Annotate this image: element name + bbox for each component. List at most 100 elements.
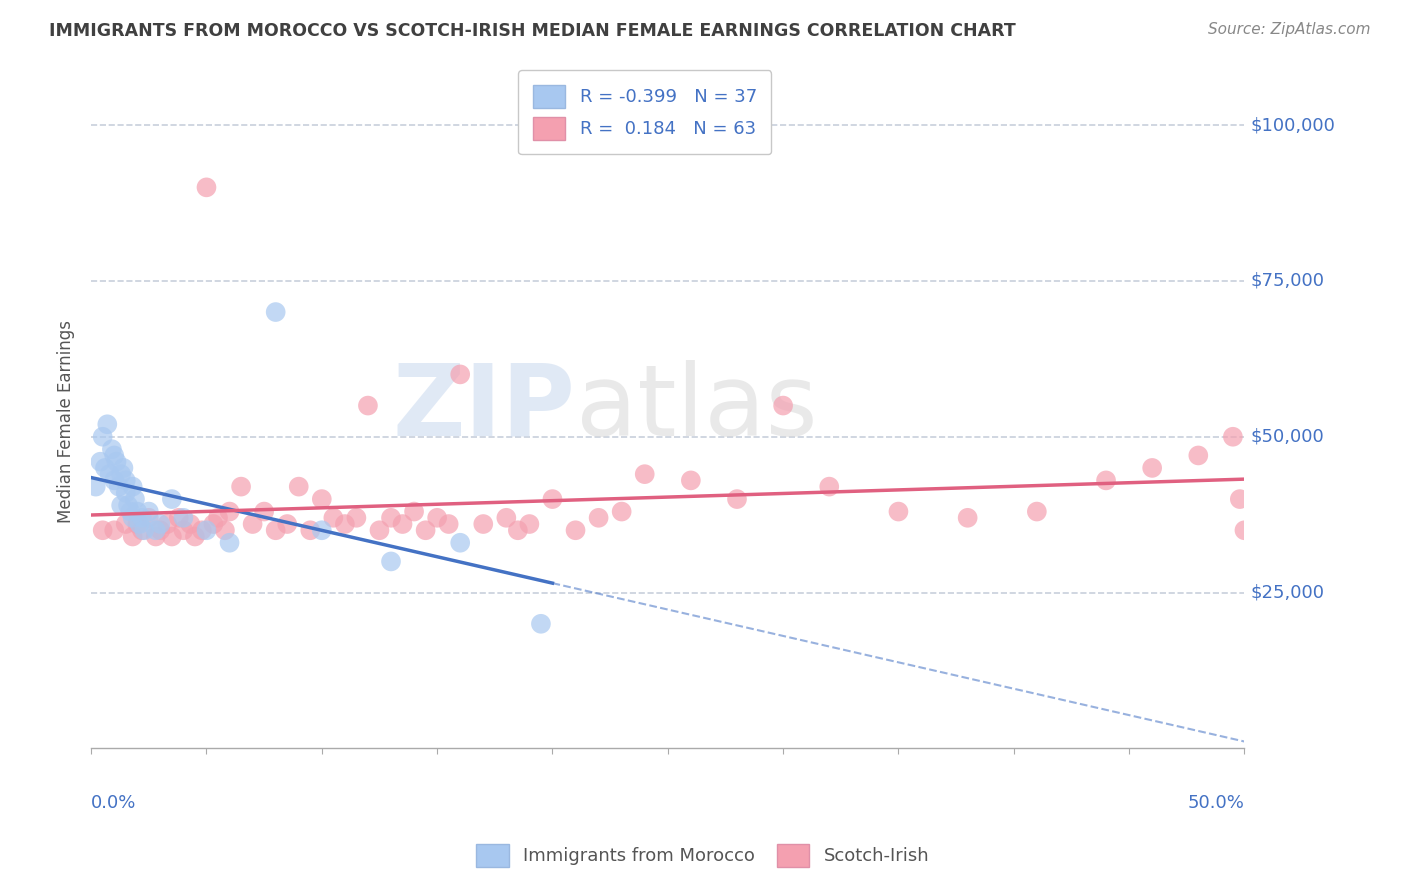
Point [138,504,160,518]
Point [94,461,117,475]
Point [112,461,135,475]
Text: atlas: atlas [575,359,817,457]
Point [437,516,460,531]
Point [588,510,610,524]
Point [134,523,156,537]
Point [105,455,128,469]
Point [89,455,111,469]
Point [131,510,153,524]
Point [541,492,564,507]
Point [121,510,143,524]
Point [108,480,131,494]
Text: ZIP: ZIP [392,359,575,457]
Point [679,474,702,488]
Point [772,399,794,413]
Point [1222,430,1244,444]
Point [121,529,143,543]
Text: Source: ZipAtlas.com: Source: ZipAtlas.com [1208,22,1371,37]
Point [449,535,471,549]
Point [160,529,183,543]
Point [121,480,143,494]
Point [415,523,437,537]
Point [191,523,214,537]
Point [264,523,287,537]
Point [229,480,252,494]
Point [172,510,194,524]
Point [322,510,344,524]
Point [610,504,633,518]
Point [84,480,107,494]
Point [818,480,841,494]
Point [114,486,136,500]
Point [128,516,150,531]
Point [1095,474,1118,488]
Point [145,523,167,537]
Y-axis label: Median Female Earnings: Median Female Earnings [58,319,75,523]
Point [138,510,160,524]
Point [449,368,471,382]
Point [380,554,402,568]
Point [167,510,190,524]
Point [311,492,333,507]
Point [333,516,356,531]
Point [404,504,426,518]
Point [218,504,240,518]
Point [1140,461,1163,475]
Point [127,516,149,531]
Point [103,523,125,537]
Point [207,510,229,524]
Point [264,305,287,319]
Point [195,523,218,537]
Legend: Immigrants from Morocco, Scotch-Irish: Immigrants from Morocco, Scotch-Irish [470,837,936,874]
Text: $75,000: $75,000 [1250,272,1324,290]
Text: $25,000: $25,000 [1250,583,1324,601]
Point [184,529,207,543]
Point [380,510,402,524]
Point [391,516,413,531]
Point [117,499,139,513]
Point [179,516,201,531]
Point [101,442,124,457]
Point [311,523,333,537]
Legend: R = -0.399   N = 37, R =  0.184   N = 63: R = -0.399 N = 37, R = 0.184 N = 63 [519,70,772,154]
Point [195,180,218,194]
Point [202,516,225,531]
Point [114,474,136,488]
Point [145,529,167,543]
Point [120,504,142,518]
Point [564,523,586,537]
Text: $100,000: $100,000 [1250,116,1336,134]
Point [103,474,125,488]
Point [149,523,172,537]
Point [114,516,136,531]
Point [124,492,146,507]
Point [299,523,322,537]
Point [530,616,553,631]
Text: IMMIGRANTS FROM MOROCCO VS SCOTCH-IRISH MEDIAN FEMALE EARNINGS CORRELATION CHART: IMMIGRANTS FROM MOROCCO VS SCOTCH-IRISH … [49,22,1017,40]
Point [1229,492,1251,507]
Point [160,492,183,507]
Point [98,467,121,482]
Point [91,523,114,537]
Point [519,516,541,531]
Point [131,523,153,537]
Point [276,516,298,531]
Text: 50.0%: 50.0% [1188,794,1244,813]
Point [96,417,118,432]
Point [214,523,236,537]
Point [91,430,114,444]
Point [287,480,309,494]
Text: 0.0%: 0.0% [91,794,136,813]
Point [218,535,240,549]
Point [357,399,380,413]
Point [110,499,132,513]
Point [426,510,449,524]
Point [172,523,194,537]
Point [472,516,495,531]
Point [368,523,391,537]
Point [1187,449,1209,463]
Point [127,504,149,518]
Point [725,492,748,507]
Point [506,523,529,537]
Point [149,516,172,531]
